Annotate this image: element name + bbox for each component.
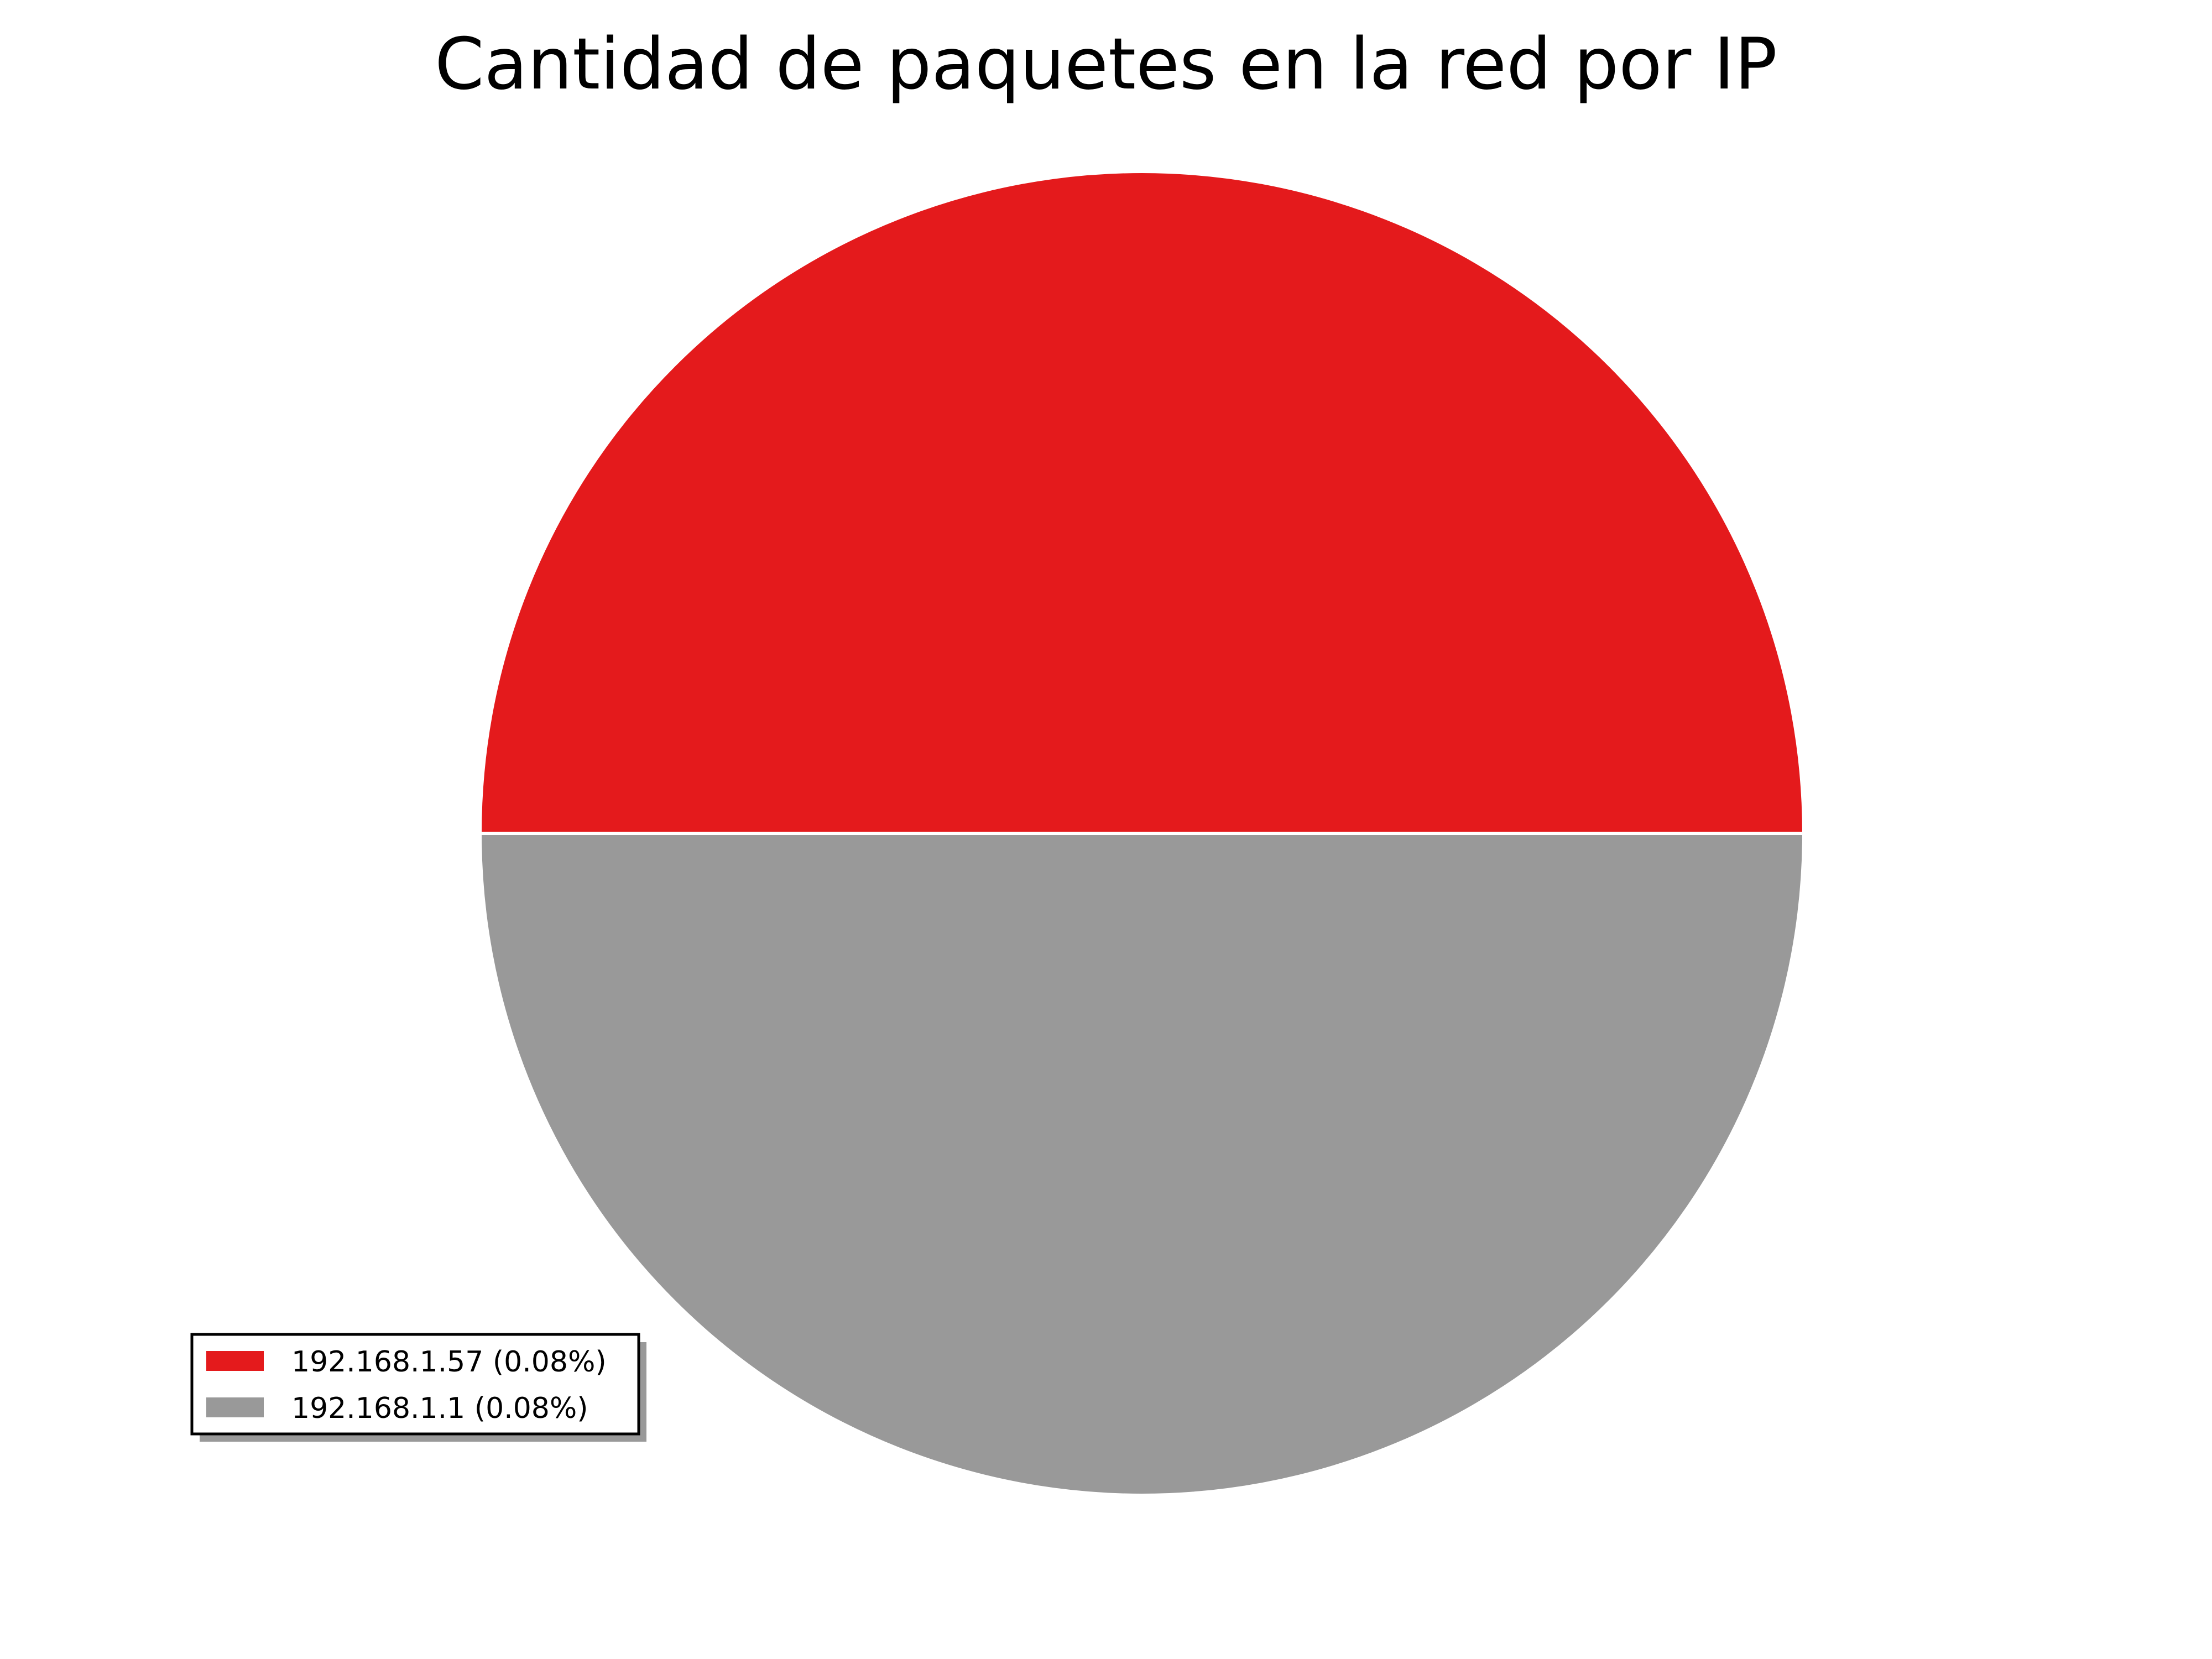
legend-swatch-2 (206, 1397, 264, 1417)
pie-slice-1 (480, 171, 1804, 833)
legend-label-1: 192.168.1.57 (0.08%) (291, 1345, 607, 1379)
legend-label-2: 192.168.1.1 (0.08%) (291, 1392, 588, 1425)
pie (480, 171, 1804, 1495)
chart-title: Cantidad de paquetes en la red por IP (435, 23, 1777, 106)
pie-slice-2 (480, 833, 1804, 1495)
legend: 192.168.1.57 (0.08%) 192.168.1.1 (0.08%) (192, 1334, 646, 1442)
legend-swatch-1 (206, 1351, 264, 1371)
